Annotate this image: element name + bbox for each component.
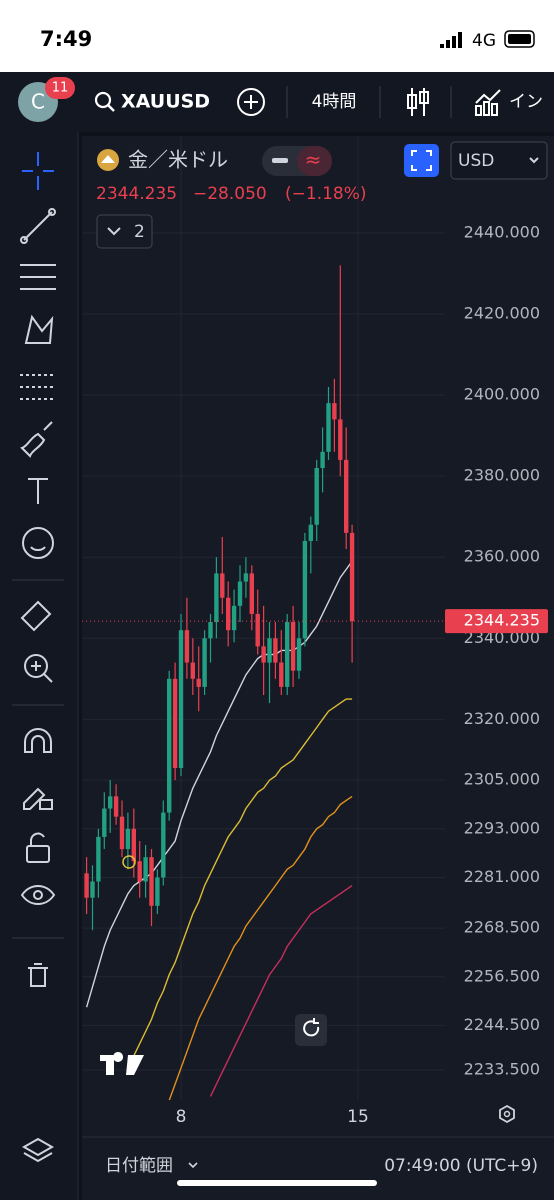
candle-body [332, 403, 337, 420]
candle-body [84, 873, 89, 898]
candle-body [267, 638, 272, 663]
candle-body [149, 857, 154, 906]
candle-body [314, 468, 319, 525]
candle-body [338, 419, 343, 460]
last-price-label: 2344.235 [464, 611, 540, 630]
y-tick-label: 2420.000 [464, 303, 540, 322]
candle-body [113, 796, 119, 817]
candle-body [302, 540, 308, 639]
candle-body [249, 573, 254, 614]
candle-body [243, 573, 249, 582]
y-tick-label: 2281.000 [464, 867, 540, 886]
clock: 7:49 [40, 27, 92, 51]
candle-body [273, 638, 278, 663]
plot-area [82, 136, 445, 1100]
y-tick-label: 2440.000 [464, 222, 540, 241]
candle-body [285, 622, 290, 687]
price-chart[interactable]: 2440.000 2420.000 2400.000 2380.000 2360.000… [82, 136, 548, 1127]
moving-average [209, 885, 353, 1097]
candle-body [326, 403, 331, 452]
candle-body [202, 638, 207, 687]
indicator-count[interactable]: 2 [134, 222, 145, 242]
candle-body [119, 816, 125, 850]
y-tick-label: 2293.000 [464, 818, 540, 837]
candle-body [344, 459, 349, 533]
candle-body [125, 828, 131, 850]
symbol-name: 金／米ドル [128, 148, 228, 172]
svg-text:≈: ≈ [305, 148, 322, 172]
y-tick-label: 2268.500 [464, 918, 540, 937]
candle-body [279, 662, 284, 687]
currency-select[interactable]: USD [458, 151, 494, 171]
notification-badge: 11 [52, 81, 69, 96]
candle-body [172, 678, 178, 768]
price-change-pct: (−1.18%) [285, 184, 367, 204]
candle-body [320, 451, 325, 469]
candle-body [137, 861, 142, 882]
moving-average [133, 698, 353, 1057]
candle-body [131, 828, 136, 862]
last-price-tag [445, 609, 548, 634]
date-range[interactable]: 日付範囲 [105, 1156, 173, 1176]
candle-body [220, 573, 225, 598]
candle-body [226, 597, 231, 631]
price-change: −28.050 [193, 184, 267, 204]
candle-body [108, 796, 113, 809]
candle-body [90, 881, 95, 898]
network: 4G [472, 31, 496, 51]
candle-body [184, 630, 190, 663]
candle-body [96, 836, 101, 882]
candle-body [178, 630, 184, 768]
candle-body [102, 808, 107, 837]
candle-body [255, 613, 260, 647]
y-tick-label: 2320.000 [464, 709, 540, 728]
candle-body [161, 812, 166, 878]
y-tick-label: 2360.000 [464, 547, 540, 566]
candle-body [155, 877, 160, 906]
x-tick-label: 15 [347, 1107, 369, 1127]
candle-body [196, 678, 201, 687]
candle-body [214, 573, 219, 623]
timezone-clock[interactable]: 07:49:00 (UTC+9) [384, 1156, 538, 1176]
x-tick-label: 8 [176, 1107, 187, 1127]
y-tick-label: 2233.500 [464, 1060, 540, 1079]
interval[interactable]: 4時間 [312, 92, 357, 112]
y-tick-label: 2256.500 [464, 966, 540, 985]
candle-body [167, 678, 172, 813]
y-tick-label: 2244.500 [464, 1015, 540, 1034]
candle-body [296, 638, 302, 671]
moving-average [85, 560, 353, 1008]
candle-body [349, 532, 355, 622]
candle-body [208, 622, 213, 639]
y-tick-label: 2400.000 [464, 385, 540, 404]
candle-body [290, 622, 296, 671]
svg-text:C: C [31, 90, 45, 114]
candle-body [261, 646, 266, 663]
candle-body [231, 605, 237, 631]
candle-body [190, 662, 195, 679]
indicators[interactable]: イン [509, 92, 543, 112]
last-price: 2344.235 [96, 184, 177, 204]
symbol-search[interactable]: XAUUSD [121, 91, 210, 113]
candle-body [237, 581, 243, 606]
y-tick-label: 2380.000 [464, 466, 540, 485]
candle-body [143, 857, 148, 882]
candle-body [308, 524, 313, 541]
y-tick-label: 2305.000 [464, 770, 540, 789]
moving-average [168, 795, 353, 1100]
